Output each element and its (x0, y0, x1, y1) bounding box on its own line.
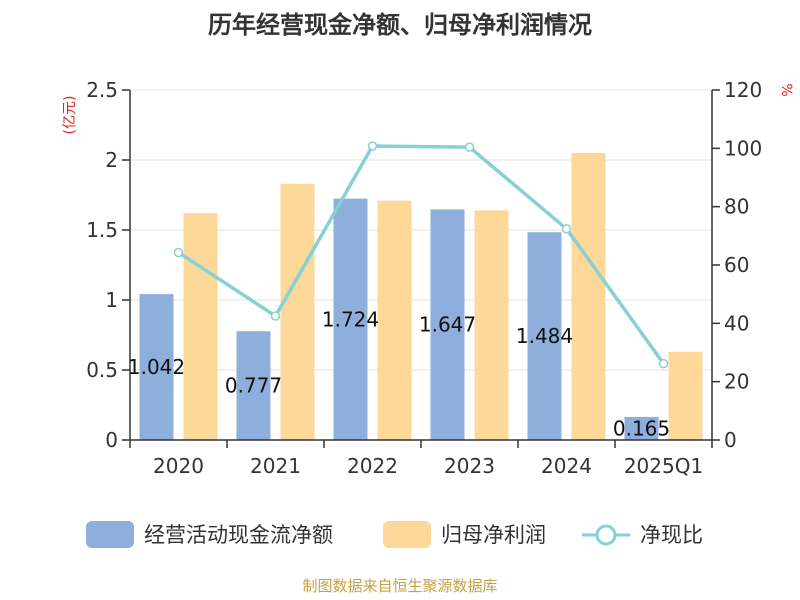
axes-group: 0 0.5 1 1.5 2 2.5 0 20 40 60 80 100 120 2020 2021 2022 2… (86, 78, 762, 478)
ratio-point (173, 247, 184, 258)
right-axis-unit: % (778, 83, 794, 96)
right-tick-label: 20 (724, 370, 749, 394)
ratio-point (658, 358, 669, 369)
legend-label-ratio: 净现比 (640, 523, 703, 547)
right-tick-label: 40 (724, 311, 749, 335)
data-label-cashflow: 1.647 (419, 313, 476, 337)
right-tick-label: 80 (724, 195, 749, 219)
bar-profit (474, 210, 509, 440)
ratio-point (561, 224, 572, 234)
data-label-cashflow: 1.042 (128, 355, 185, 379)
x-tick-label: 2020 (153, 454, 204, 478)
x-tick-label: 2024 (541, 454, 592, 478)
bar-profit (571, 153, 606, 440)
ratio-point (270, 311, 281, 321)
left-tick-label: 1.5 (86, 218, 118, 242)
x-tick-label: 2022 (347, 454, 398, 478)
bar-profit (280, 183, 315, 441)
bar-cashflow (139, 294, 174, 440)
left-axis-unit: (亿元) (62, 96, 78, 135)
ratio-point (464, 142, 475, 152)
bar-cashflow (624, 416, 659, 440)
bar-cashflow (333, 198, 368, 440)
bar-cashflow (430, 209, 465, 440)
bar-profit (377, 200, 412, 440)
data-label-cashflow: 1.484 (516, 324, 573, 348)
bars-group (139, 153, 703, 441)
legend-swatch-profit (383, 521, 431, 548)
left-tick-label: 2.5 (86, 78, 118, 102)
legend-label-cashflow: 经营活动现金流净额 (144, 523, 333, 547)
left-tick-label: 1 (105, 288, 118, 312)
data-label-cashflow: 0.777 (225, 374, 282, 398)
bar-cashflow (527, 232, 562, 440)
bar-cashflow (236, 331, 271, 440)
legend: 经营活动现金流净额 归母净利润 净现比 (86, 521, 703, 548)
left-tick-label: 0 (105, 428, 118, 452)
right-tick-label: 0 (724, 428, 737, 452)
right-tick-label: 100 (724, 136, 762, 160)
right-tick-label: 120 (724, 78, 762, 102)
x-tick-label: 2025Q1 (624, 454, 703, 478)
legend-label-profit: 归母净利润 (441, 523, 546, 547)
x-tick-label: 2021 (250, 454, 301, 478)
legend-marker-ratio (595, 524, 617, 546)
bar-profit (183, 213, 218, 440)
left-tick-label: 0.5 (86, 358, 118, 382)
source-note: 制图数据来自恒生聚源数据库 (302, 577, 497, 595)
line-series-group (173, 141, 669, 369)
x-tick-label: 2023 (444, 454, 495, 478)
grid-lines (130, 89, 712, 371)
ratio-point (367, 141, 378, 151)
data-label-cashflow: 1.724 (322, 307, 379, 331)
data-label-cashflow: 0.165 (613, 416, 670, 440)
ratio-line (177, 144, 665, 365)
right-tick-label: 60 (724, 253, 749, 277)
legend-swatch-cashflow (86, 521, 134, 548)
chart-title: 历年经营现金净额、归母净利润情况 (208, 11, 592, 39)
data-labels-group: 1.042 0.777 1.724 1.647 1.484 0.165 (128, 307, 670, 440)
left-tick-label: 2 (105, 148, 118, 172)
bar-profit (668, 351, 703, 440)
